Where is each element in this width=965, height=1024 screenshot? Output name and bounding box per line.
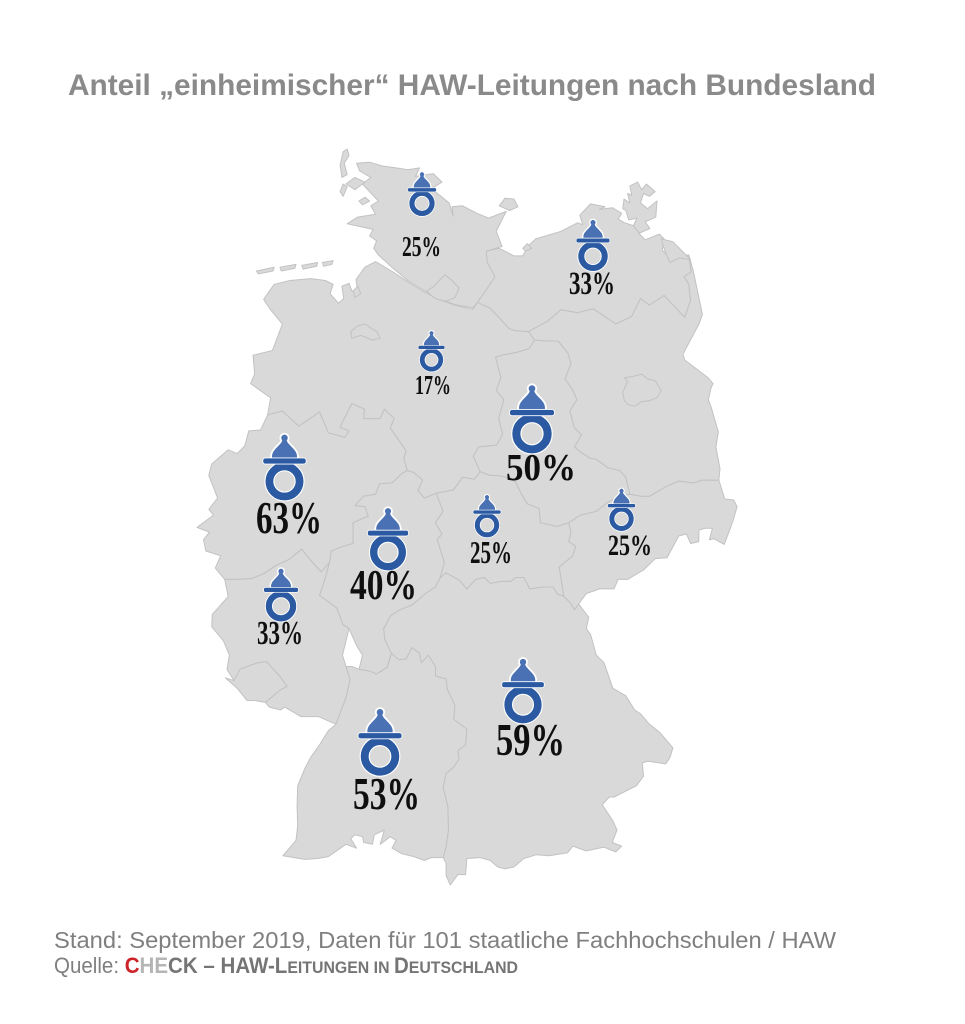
svg-text:Stand: September 2019, Daten f: Stand: September 2019, Daten für 101 sta… bbox=[54, 927, 836, 953]
svg-text:40%: 40% bbox=[350, 563, 417, 609]
svg-text:63%: 63% bbox=[256, 492, 322, 543]
svg-text:25%: 25% bbox=[470, 534, 512, 570]
svg-text:17%: 17% bbox=[415, 370, 451, 400]
svg-text:Quelle: CHECK – HAW-LEITUNGEN: Quelle: CHECK – HAW-LEITUNGEN IN DEUTSCH… bbox=[54, 953, 518, 978]
svg-text:33%: 33% bbox=[569, 266, 615, 302]
svg-text:Anteil „einheimischer“ HAW-Lei: Anteil „einheimischer“ HAW-Leitungen nac… bbox=[68, 69, 876, 102]
svg-text:50%: 50% bbox=[506, 447, 576, 489]
svg-text:33%: 33% bbox=[257, 615, 303, 652]
svg-text:53%: 53% bbox=[353, 769, 420, 819]
svg-text:25%: 25% bbox=[608, 529, 652, 562]
svg-text:25%: 25% bbox=[402, 232, 441, 263]
svg-text:59%: 59% bbox=[496, 715, 565, 765]
